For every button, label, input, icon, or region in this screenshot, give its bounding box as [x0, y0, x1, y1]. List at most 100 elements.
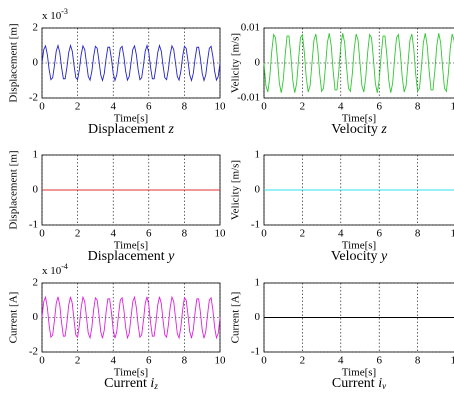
y-tick-label: 0.01 — [241, 22, 260, 34]
x-tick-label: 8 — [182, 101, 188, 113]
x-tick-label: 8 — [182, 228, 188, 240]
x-tick-label: 0 — [39, 355, 45, 367]
x-tick-label: 10 — [451, 101, 454, 113]
panel-title: Current iz — [104, 376, 158, 391]
x-tick-label: 0 — [261, 101, 267, 113]
panel-title: Current iv — [332, 376, 386, 391]
y-axis-label: Current [A] — [8, 292, 20, 344]
x-tick-label: 0 — [39, 228, 45, 240]
y-tick-label: 0 — [33, 57, 39, 69]
multiplier-base: x 10 — [42, 10, 62, 22]
title-variable: z — [380, 122, 387, 137]
x-tick-label: 10 — [215, 355, 227, 367]
x-axis-label: Time[s] — [342, 240, 376, 252]
data-line — [263, 33, 454, 93]
data-line — [41, 43, 221, 83]
y-tick-label: 0 — [255, 311, 261, 323]
y-tick-label: 1 — [255, 149, 261, 161]
x-tick-label: 0 — [39, 101, 45, 113]
title-text: Current — [104, 376, 147, 391]
x-tick-label: 2 — [300, 101, 306, 113]
x-tick-label: 10 — [215, 228, 227, 240]
x-tick-label: 10 — [451, 355, 454, 367]
y-tick-label: -1 — [251, 219, 260, 231]
x-axis-label: Time[s] — [342, 113, 376, 125]
multiplier-exponent: -4 — [61, 262, 68, 271]
title-subscript: z — [153, 381, 158, 391]
x-tick-label: 2 — [75, 101, 81, 113]
x-tick-label: 8 — [415, 101, 421, 113]
panel-title: Displacement z — [88, 122, 174, 137]
x-tick-label: 6 — [146, 101, 152, 113]
x-tick-label: 10 — [451, 228, 454, 240]
axis-multiplier: x 10-3 — [42, 7, 68, 22]
title-text: Displacement — [88, 122, 165, 137]
x-tick-label: 2 — [75, 355, 81, 367]
x-tick-label: 6 — [376, 228, 382, 240]
y-axis-label: Displacement [m] — [8, 23, 20, 102]
title-variable: y — [166, 249, 175, 264]
x-axis-label: Time[s] — [114, 367, 148, 379]
title-text: Current — [332, 376, 375, 391]
y-tick-label: -0.01 — [237, 92, 260, 104]
x-axis-label: Time[s] — [114, 113, 148, 125]
x-tick-label: 2 — [75, 228, 81, 240]
x-tick-label: 2 — [300, 355, 306, 367]
y-tick-label: 0 — [255, 184, 261, 196]
y-tick-label: 0 — [33, 184, 39, 196]
title-subscript: v — [382, 381, 386, 391]
x-tick-label: 10 — [215, 101, 227, 113]
panel-title: Displacement y — [88, 249, 175, 264]
y-axis-label: Current [A] — [230, 292, 242, 344]
x-axis-label: Time[s] — [342, 367, 376, 379]
x-tick-label: 4 — [338, 228, 344, 240]
y-tick-label: 1 — [255, 277, 261, 289]
y-tick-label: -2 — [29, 346, 38, 358]
data-line — [41, 295, 221, 340]
y-tick-label: -2 — [29, 92, 38, 104]
x-tick-label: 4 — [110, 355, 116, 367]
title-text: Velocity — [331, 249, 378, 264]
title-text: Displacement — [88, 249, 165, 264]
multiplier-exponent: -3 — [61, 7, 68, 16]
x-tick-label: 0 — [261, 228, 267, 240]
y-axis-label: Velicity [m/s] — [230, 160, 242, 220]
title-variable: i — [150, 376, 154, 391]
y-tick-label: 0 — [33, 311, 39, 323]
x-axis-label: Time[s] — [114, 240, 148, 252]
x-tick-label: 8 — [415, 228, 421, 240]
title-variable: i — [378, 376, 382, 391]
y-tick-label: -1 — [251, 346, 260, 358]
y-tick-label: 0 — [255, 57, 261, 69]
x-tick-label: 6 — [376, 355, 382, 367]
y-axis-label: Velicity [m/s] — [230, 33, 242, 93]
x-tick-label: 4 — [338, 355, 344, 367]
title-text: Velocity — [331, 122, 378, 137]
axis-multiplier: x 10-4 — [42, 262, 68, 277]
x-tick-label: 2 — [300, 228, 306, 240]
x-tick-label: 6 — [146, 355, 152, 367]
x-tick-label: 6 — [146, 228, 152, 240]
y-tick-label: 1 — [33, 149, 39, 161]
x-tick-label: 4 — [338, 101, 344, 113]
y-tick-label: -1 — [29, 219, 38, 231]
y-axis-label: Displacement [m] — [8, 150, 20, 229]
y-tick-label: 2 — [33, 277, 39, 289]
x-tick-label: 4 — [110, 228, 116, 240]
x-tick-label: 8 — [182, 355, 188, 367]
multiplier-base: x 10 — [42, 265, 62, 277]
panel-title: Velocity y — [331, 249, 388, 264]
x-tick-label: 6 — [376, 101, 382, 113]
title-variable: y — [379, 249, 388, 264]
y-tick-label: 2 — [33, 22, 39, 34]
panel-title: Velocity z — [331, 122, 387, 137]
x-tick-label: 4 — [110, 101, 116, 113]
x-tick-label: 8 — [415, 355, 421, 367]
